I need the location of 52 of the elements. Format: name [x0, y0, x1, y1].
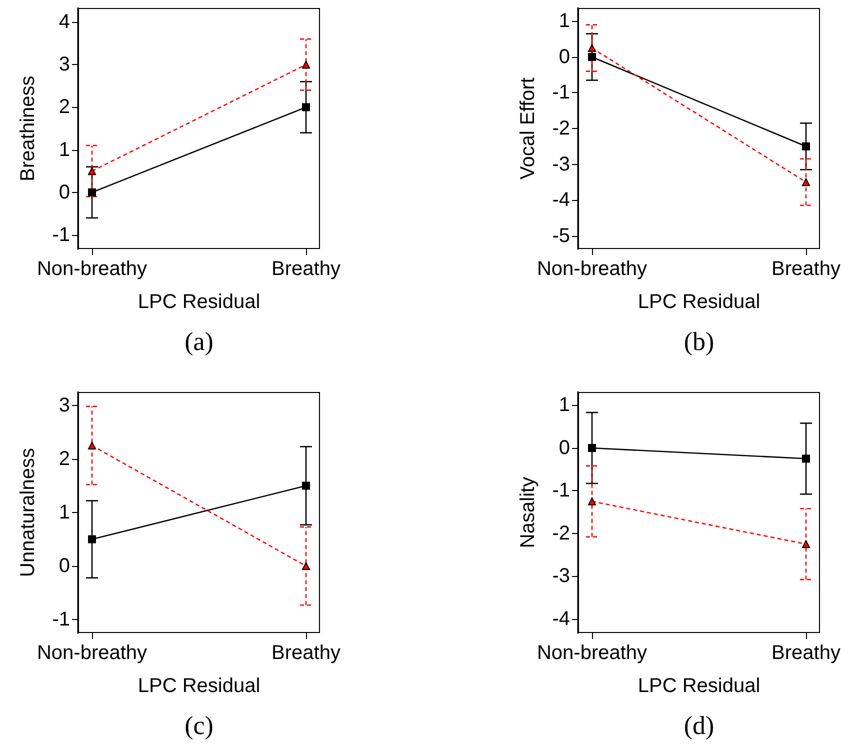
- text: (a): [184, 327, 214, 357]
- x-tick-label: Non-breathy: [536, 258, 648, 280]
- y-tick-label: 3: [58, 394, 70, 416]
- y-tick-label: 4: [58, 11, 70, 34]
- y-tick-label: 0: [558, 46, 570, 68]
- x-axis-title: LPC Residual: [638, 291, 760, 313]
- x-tick-label: Breathy: [272, 642, 340, 664]
- y-axis-title: Unnaturalness: [17, 448, 39, 577]
- x-axis-title: LPC Residual: [638, 675, 760, 697]
- y-axis-title: Nasality: [517, 476, 539, 548]
- y-tick-label: -4: [552, 189, 570, 212]
- x-tick-label: Non-breathy: [36, 258, 148, 280]
- x-axis-title: LPC Residual: [138, 291, 260, 313]
- y-axis-title: Vocal Effort: [517, 77, 539, 180]
- y-tick-label: -4: [552, 608, 570, 630]
- point: [588, 444, 596, 452]
- text: (b): [682, 327, 716, 357]
- point: [302, 482, 310, 490]
- y-tick-label: -2: [552, 118, 570, 140]
- y-tick-label: 2: [58, 448, 70, 470]
- x-tick-label: Breathy: [772, 258, 840, 280]
- point: [302, 103, 310, 112]
- point: [588, 52, 596, 61]
- y-tick-label: 1: [558, 10, 570, 32]
- x-axis-title: LPC Residual: [138, 675, 260, 697]
- point: [802, 142, 810, 150]
- y-tick-label: 3: [58, 54, 70, 76]
- y-tick-label: -1: [52, 224, 70, 246]
- x-tick-label: Non-breathy: [36, 642, 148, 664]
- point: [88, 535, 96, 544]
- y-tick-label: -1: [552, 480, 570, 502]
- text: (d): [682, 711, 716, 741]
- y-axis-title: Breathiness: [17, 76, 39, 182]
- point: [802, 454, 810, 463]
- y-tick-label: -5: [552, 224, 570, 247]
- y-tick-label: 0: [58, 181, 70, 204]
- point: [88, 188, 96, 196]
- y-tick-label: -3: [552, 565, 570, 588]
- y-tick-label: -3: [552, 153, 570, 176]
- y-tick-label: 1: [58, 502, 70, 524]
- text: (c): [184, 711, 214, 741]
- y-tick-label: 1: [58, 138, 70, 161]
- y-tick-label: 2: [58, 96, 70, 118]
- x-tick-label: Non-breathy: [536, 642, 648, 664]
- y-tick-label: 0: [558, 436, 570, 459]
- y-tick-label: -1: [552, 82, 570, 104]
- x-tick-label: Breathy: [272, 258, 340, 280]
- y-tick-label: -1: [52, 608, 70, 631]
- x-tick-label: Breathy: [772, 642, 840, 664]
- y-tick-label: 0: [58, 555, 70, 578]
- y-tick-label: -2: [552, 522, 570, 544]
- y-tick-label: 1: [558, 394, 570, 416]
